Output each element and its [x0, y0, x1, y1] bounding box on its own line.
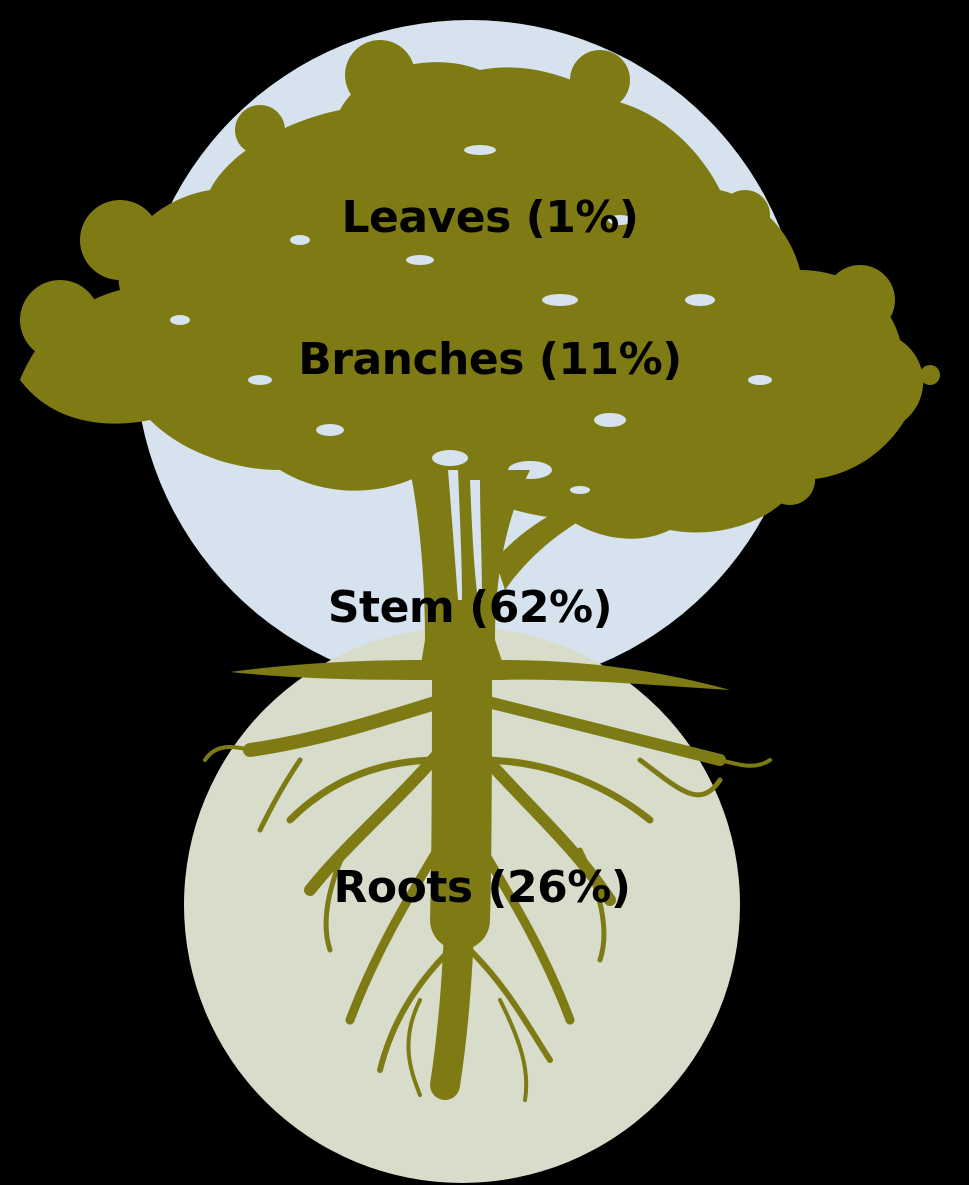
tree-silhouette-icon [20, 40, 940, 1102]
branches-label: Branches (11%) [298, 334, 682, 385]
stem-label: Stem (62%) [327, 582, 613, 633]
roots-label: Roots (26%) [333, 862, 631, 913]
leaves-label: Leaves (1%) [341, 192, 639, 243]
